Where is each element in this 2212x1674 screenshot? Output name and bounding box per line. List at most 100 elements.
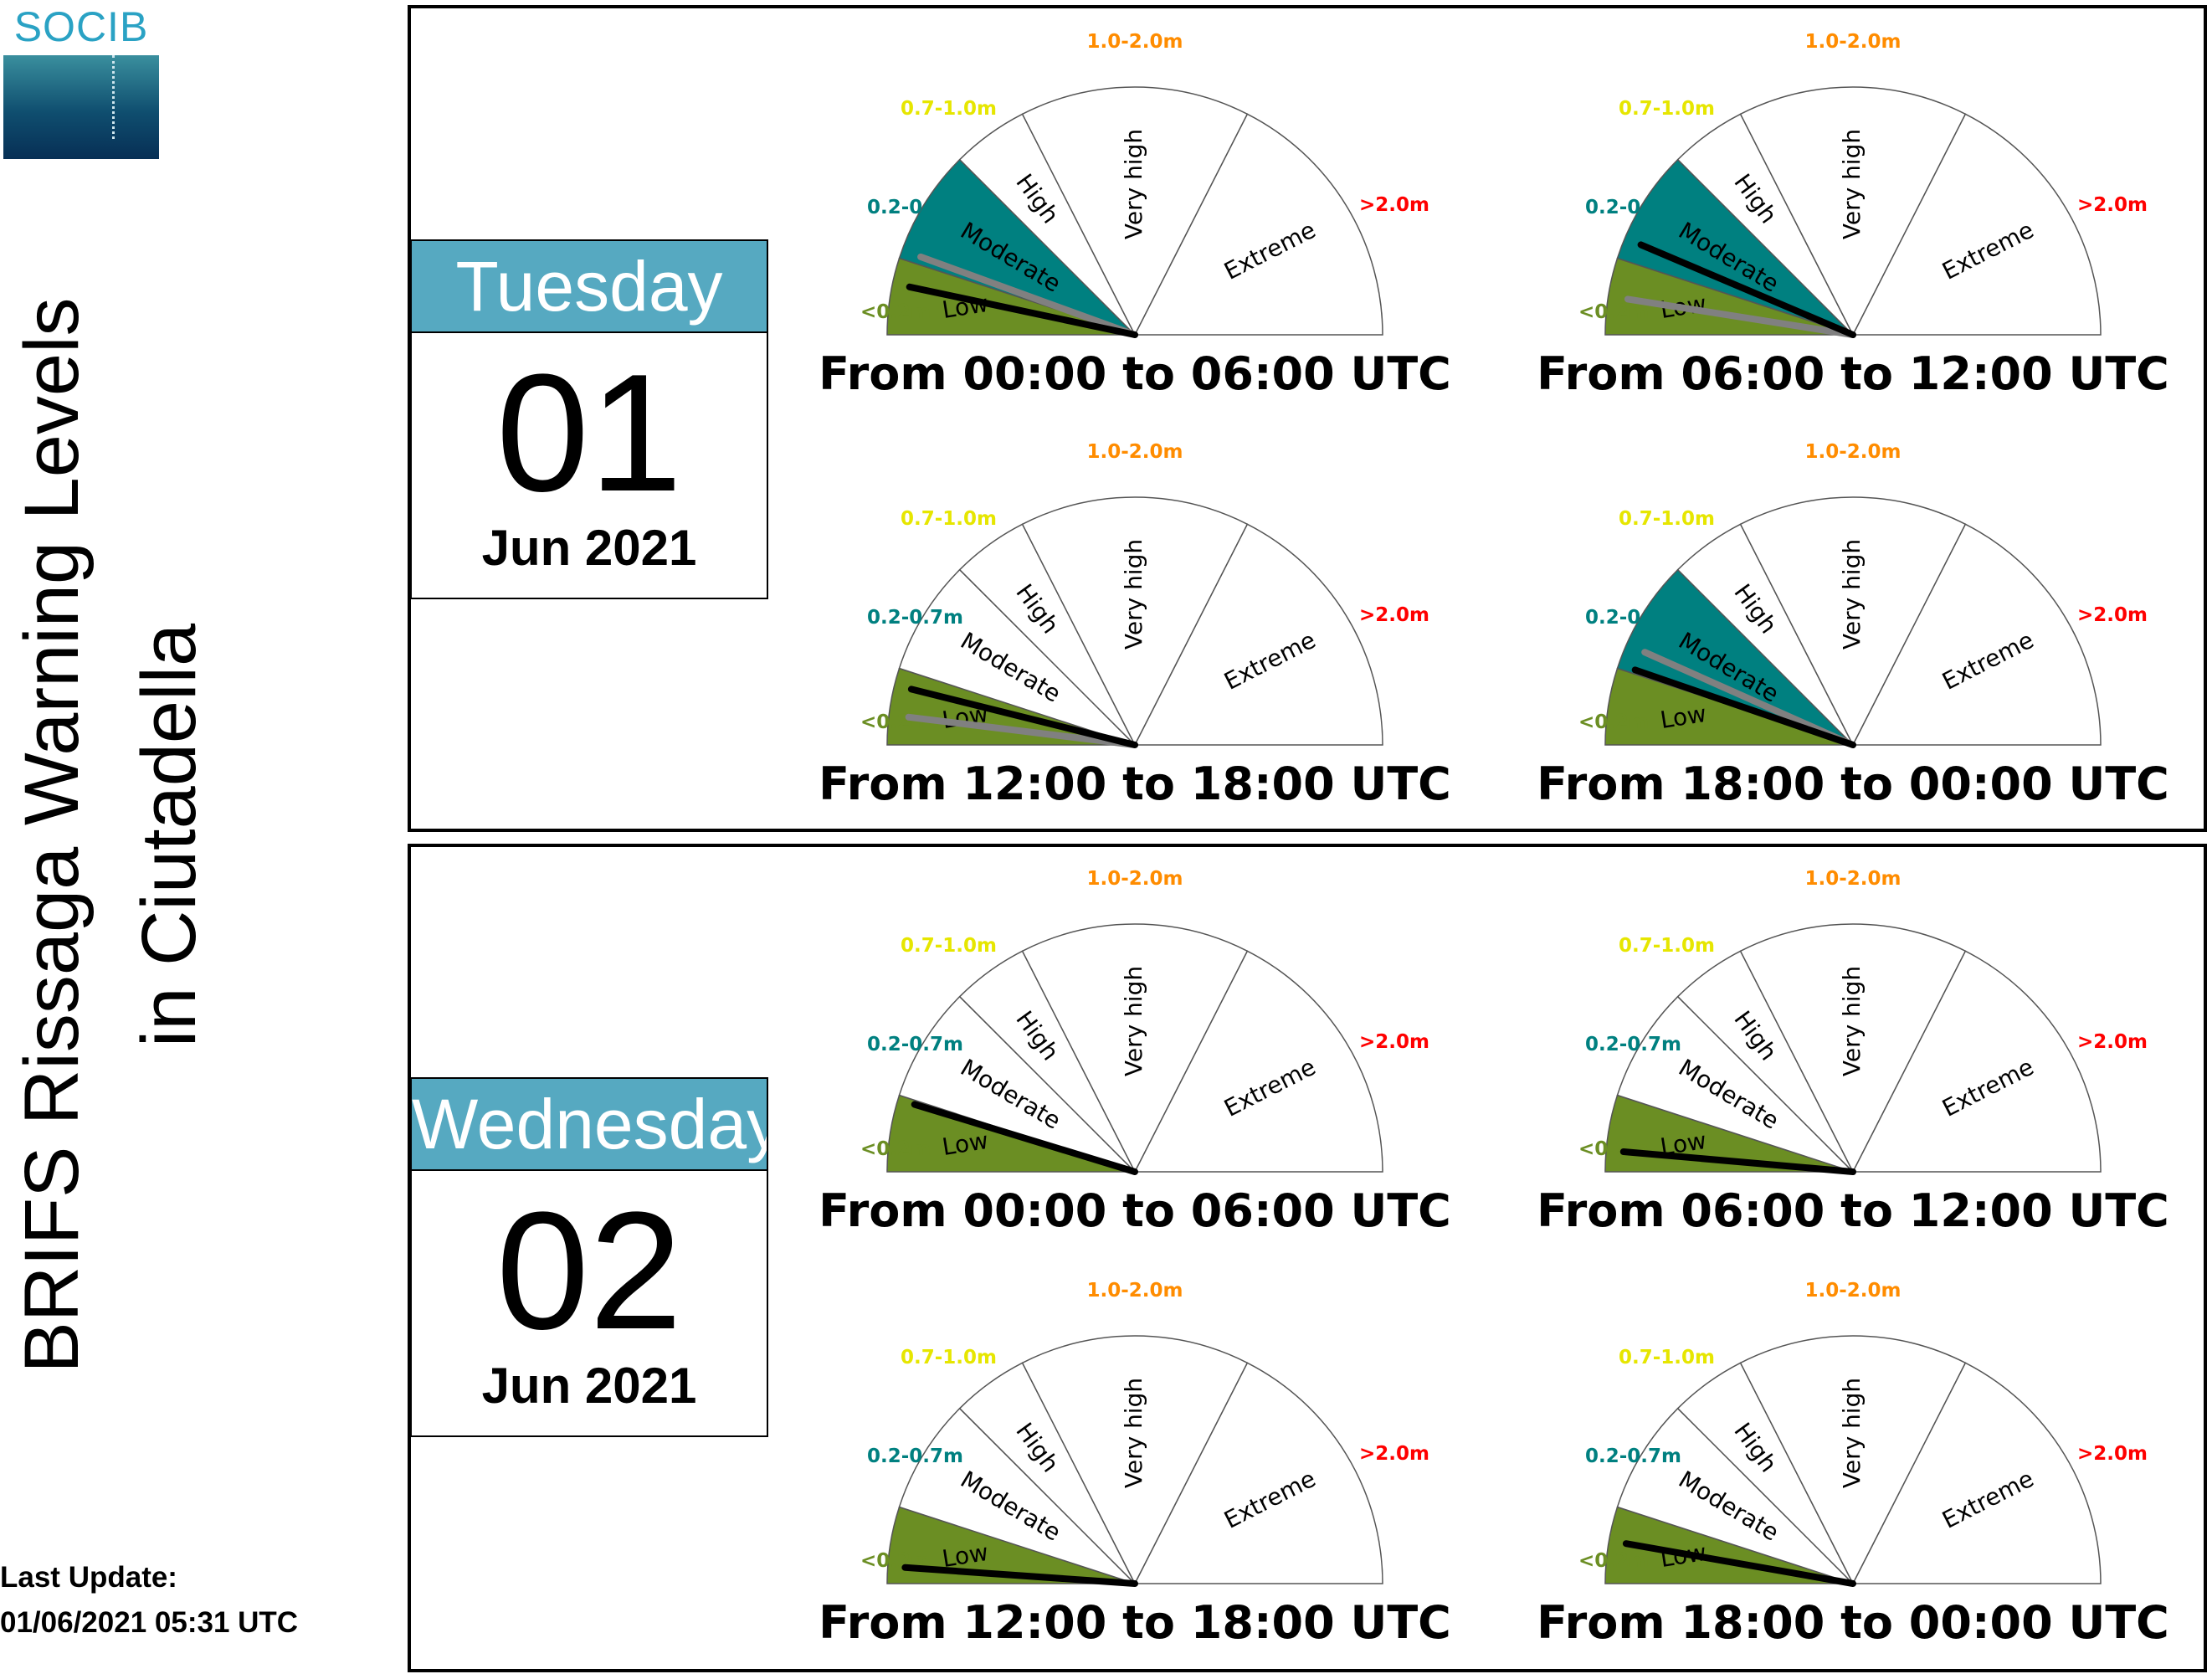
gauge-period-label: From 00:00 to 06:00 UTC	[819, 347, 1451, 400]
gauge-needle-secondary	[917, 253, 1138, 338]
gauge-threshold-label: 0.2-0.7m	[867, 607, 963, 629]
gauge-threshold-label: >2.0m	[2077, 604, 2148, 626]
gauge-sector-extreme	[1851, 1362, 2102, 1584]
gauge-threshold-label: 0.7-1.0m	[1619, 508, 1715, 530]
gauge-threshold-label: 1.0-2.0m	[1805, 1280, 1901, 1302]
gauge-threshold-label: >2.0m	[1359, 194, 1429, 216]
gauge-threshold-label: 0.2-0.7m	[1585, 1034, 1681, 1055]
gauge-period-label: From 18:00 to 00:00 UTC	[1537, 757, 2169, 810]
calendar-card-1: Tuesday 01 Jun 2021	[410, 239, 768, 599]
gauge-period-label: From 12:00 to 18:00 UTC	[819, 1596, 1451, 1649]
gauge-threshold-label: >2.0m	[2077, 194, 2148, 216]
gauge-level-label: Very high	[1120, 539, 1147, 650]
gauge-threshold-label: 0.2-0.7m	[1585, 1445, 1681, 1467]
gauge-period-label: From 12:00 to 18:00 UTC	[819, 757, 1451, 810]
gauge-level-label: Very high	[1838, 129, 1866, 239]
gauge-threshold-label: >2.0m	[1359, 1031, 1429, 1053]
gauge-sector-extreme	[1133, 950, 1383, 1173]
gauge-needle-main	[907, 686, 1138, 748]
gauge-threshold-label: 1.0-2.0m	[1087, 1280, 1183, 1302]
gauge-threshold-label: 1.0-2.0m	[1087, 868, 1183, 890]
gauge-threshold-label: >2.0m	[2077, 1443, 2148, 1465]
gauge-threshold-label: 0.7-1.0m	[1619, 935, 1715, 957]
gauge-sector-extreme	[1851, 523, 2102, 746]
last-update: Last Update: 01/06/2021 05:31 UTC	[0, 1555, 298, 1646]
gauge-level-label: Very high	[1838, 966, 1866, 1076]
gauge-needle-main	[911, 1101, 1138, 1175]
gauge-level-label: Very high	[1120, 966, 1147, 1076]
gauge-threshold-label: 0.7-1.0m	[901, 508, 997, 530]
socib-logo: SOCIB	[3, 3, 159, 159]
gauge-threshold-label: 1.0-2.0m	[1087, 31, 1183, 53]
gauge-sector-moderate	[898, 158, 1136, 336]
gauge-sector-very-high	[1021, 1335, 1249, 1585]
gauge-threshold-label: >2.0m	[2077, 1031, 2148, 1053]
calendar-month-year: Jun 2021	[481, 1358, 697, 1414]
gauge-threshold-label: 0.7-1.0m	[901, 98, 997, 120]
gauge-threshold-label: 0.2-0.7m	[1585, 197, 1681, 218]
gauge-period-label: From 00:00 to 06:00 UTC	[819, 1184, 1451, 1237]
gauge-sector-moderate	[1616, 1407, 1854, 1584]
gauge-level-label: Very high	[1120, 129, 1147, 239]
calendar-day-number: 01	[495, 340, 683, 526]
gauge-threshold-label: 1.0-2.0m	[1805, 441, 1901, 463]
gauge-threshold-label: 0.7-1.0m	[1619, 1347, 1715, 1368]
gauge-needle-main	[1637, 241, 1856, 338]
gauge-needle-main	[906, 283, 1138, 338]
gauge-period-label: From 06:00 to 12:00 UTC	[1537, 1184, 2169, 1237]
gauge-sector-moderate	[1616, 995, 1854, 1173]
gauge-threshold-label: 1.0-2.0m	[1805, 868, 1901, 890]
day-panel-2	[408, 844, 2207, 1672]
last-update-label: Last Update:	[0, 1561, 177, 1594]
gauge-threshold-label: <0.2m	[1578, 1138, 1649, 1160]
gauge-needle-main	[1631, 666, 1856, 748]
gauge-threshold-label: 1.0-2.0m	[1805, 31, 1901, 53]
gauge-threshold-label: 0.7-1.0m	[1619, 98, 1715, 120]
gauge-needle-main	[1622, 1540, 1856, 1587]
gauge-sector-very-high	[1021, 496, 1249, 747]
gauge-needle-secondary	[1624, 295, 1856, 338]
gauge-sector-moderate	[898, 568, 1136, 746]
gauge-sector-extreme	[1851, 113, 2102, 336]
calendar-weekday: Tuesday	[412, 241, 767, 333]
gauge-sector-very-high	[1021, 923, 1249, 1173]
calendar-day-number: 02	[495, 1178, 683, 1364]
gauge-needle-main	[1619, 1148, 1856, 1175]
gauge-threshold-label: <0.2m	[1578, 711, 1649, 733]
gauge-sector-extreme	[1133, 113, 1383, 336]
gauge-sector-very-high	[1739, 1335, 1967, 1585]
gauge-sector-very-high	[1739, 923, 1967, 1173]
calendar-card-2: Wednesday 02 Jun 2021	[410, 1077, 768, 1437]
gauge-sector-very-high	[1739, 496, 1967, 747]
gauge-sector-moderate	[898, 1407, 1136, 1584]
gauge-level-label: Very high	[1838, 1378, 1866, 1488]
gauge-needle-secondary	[905, 713, 1138, 748]
logo-text: SOCIB	[13, 3, 149, 50]
gauge-needle-main	[901, 1564, 1138, 1587]
gauge-sector-extreme	[1133, 523, 1383, 746]
gauge-threshold-label: 0.2-0.7m	[867, 1445, 963, 1467]
gauge-sector-very-high	[1021, 86, 1249, 336]
gauge-threshold-label: >2.0m	[1359, 604, 1429, 626]
gauge-threshold-label: 0.7-1.0m	[901, 935, 997, 957]
gauge-sector-moderate	[1616, 568, 1854, 746]
gauge-threshold-label: 0.2-0.7m	[867, 197, 963, 218]
gauge-sector-very-high	[1739, 86, 1967, 336]
last-update-value: 01/06/2021 05:31 UTC	[0, 1606, 299, 1639]
gauge-sector-moderate	[898, 995, 1136, 1173]
gauge-threshold-label: <0.2m	[860, 711, 931, 733]
gauge-threshold-label: <0.2m	[860, 1138, 931, 1160]
gauge-threshold-label: <0.2m	[1578, 301, 1649, 323]
logo-sea-graphic	[3, 55, 159, 159]
gauge-threshold-label: 0.2-0.7m	[867, 1034, 963, 1055]
gauge-threshold-label: 1.0-2.0m	[1087, 441, 1183, 463]
gauge-threshold-label: <0.2m	[860, 301, 931, 323]
calendar-weekday: Wednesday	[412, 1079, 767, 1171]
